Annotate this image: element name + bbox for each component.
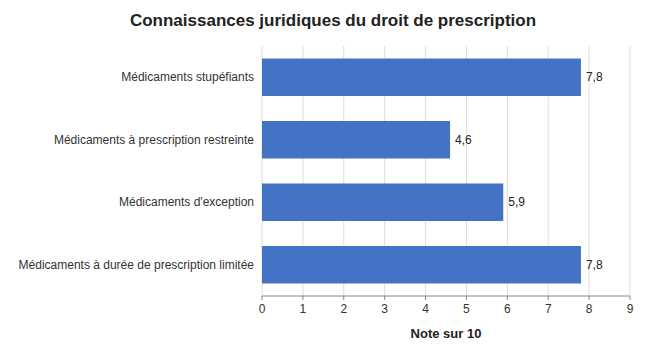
y-axis: Médicaments à durée de prescription limi… [19, 70, 255, 272]
x-tick [262, 296, 263, 300]
bar [262, 59, 581, 97]
y-tick-label: Médicaments stupéfiants [121, 70, 254, 84]
x-tick-label: 0 [259, 302, 266, 316]
x-axis-title: Note sur 10 [411, 326, 482, 341]
x-tick [466, 296, 467, 300]
x-tick-label: 7 [545, 302, 552, 316]
data-labels: 7,8 5,9 4,6 7,8 [455, 70, 603, 272]
x-tick-label: 6 [504, 302, 511, 316]
title: Connaissances juridiques du droit de pre… [130, 11, 536, 30]
x-axis-line [262, 296, 630, 297]
x-tick [302, 296, 303, 300]
x-tick [343, 296, 344, 300]
chart: 7,8 5,9 4,6 7,8 0 1 2 3 4 5 6 7 8 9 Note sur 10 Médicam… [0, 0, 666, 358]
grid-line [630, 46, 631, 296]
x-tick-label: 5 [463, 302, 470, 316]
y-tick-label: Médicaments à durée de prescription limi… [19, 258, 255, 272]
data-label: 7,8 [586, 70, 603, 84]
x-tick-label: 2 [340, 302, 347, 316]
grid [262, 46, 630, 296]
page: {"chart_data": {"type": "bar", "orientat… [0, 0, 666, 358]
y-tick-label: Médicaments d'exception [119, 195, 254, 209]
x-tick [548, 296, 549, 300]
bar [262, 184, 503, 222]
y-tick-label: Médicaments à prescription restreinte [54, 133, 254, 147]
x-tick [507, 296, 508, 300]
bars [262, 59, 581, 284]
chart-container: 7,8 5,9 4,6 7,8 0 1 2 3 4 5 6 7 8 9 Note sur 10 Médicam… [0, 0, 666, 358]
data-label: 7,8 [586, 258, 603, 272]
x-tick-label: 1 [300, 302, 307, 316]
x-tick [425, 296, 426, 300]
x-tick-label: 8 [586, 302, 593, 316]
x-axis: 0 1 2 3 4 5 6 7 8 9 [259, 296, 634, 316]
x-tick [589, 296, 590, 300]
x-tick-label: 9 [627, 302, 634, 316]
data-label: 5,9 [508, 195, 525, 209]
x-tick [630, 296, 631, 300]
bar [262, 121, 450, 159]
bar [262, 246, 581, 284]
x-tick-label: 4 [422, 302, 429, 316]
x-tick-label: 3 [381, 302, 388, 316]
x-tick [384, 296, 385, 300]
data-label: 4,6 [455, 133, 472, 147]
